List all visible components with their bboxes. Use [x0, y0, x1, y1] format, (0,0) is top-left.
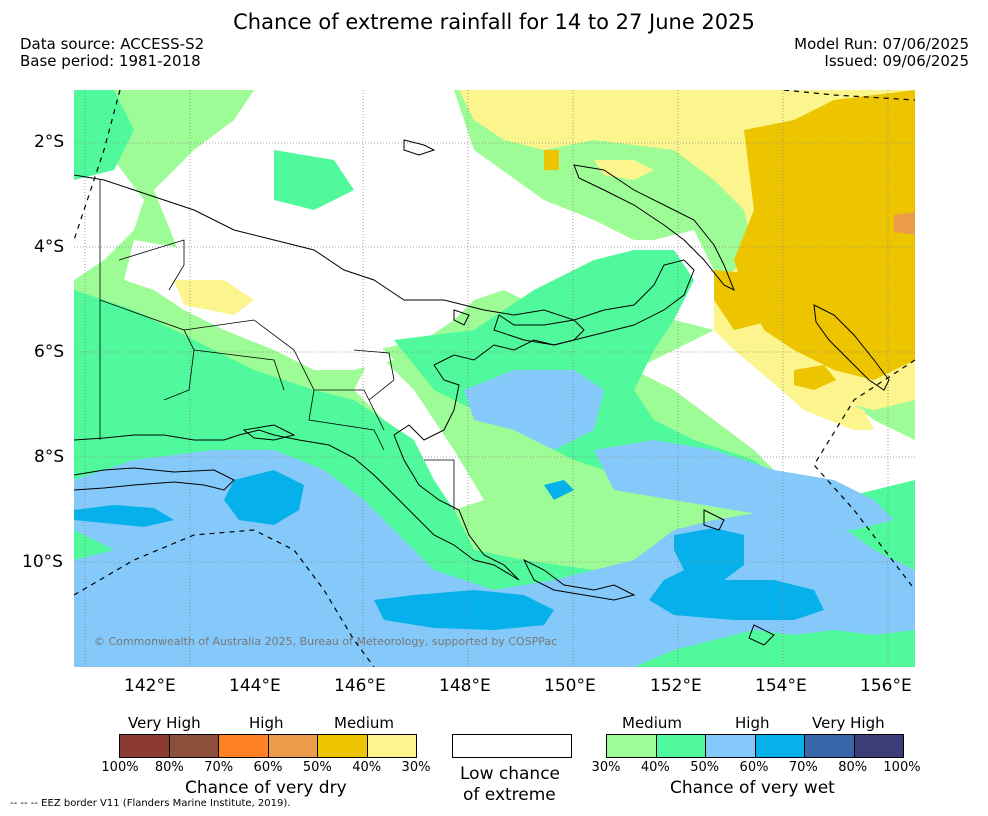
wet-colorbar	[606, 734, 904, 758]
dry-tick-0: 100%	[101, 760, 139, 775]
low-chance-swatch	[452, 734, 572, 758]
x-tick-154: 154°E	[755, 676, 807, 696]
dry-legend-title: Chance of very dry	[185, 778, 347, 798]
wet-swatch-3	[754, 735, 804, 757]
dry-high-spot	[894, 212, 915, 235]
x-tick-142: 142°E	[124, 676, 176, 696]
x-tick-146: 146°E	[334, 676, 386, 696]
dry-core-area	[544, 90, 915, 390]
coastlines	[74, 139, 890, 646]
dry-colorbar	[119, 734, 417, 758]
wet-legend-very-high: Very High	[812, 714, 885, 732]
dry-tick-2: 70%	[204, 760, 234, 775]
dry-swatch-2	[218, 735, 268, 757]
base-period: Base period: 1981-2018	[20, 52, 201, 70]
wet-60-70-areas	[74, 470, 824, 630]
province-borders	[99, 180, 455, 510]
rainfall-map: © Commonwealth of Australia 2025, Bureau…	[74, 90, 915, 667]
dry-ticks: 100% 80% 70% 60% 50% 40% 30%	[100, 760, 436, 776]
dry-swatch-4	[317, 735, 367, 757]
low-chance-label-line2: of extreme	[463, 785, 556, 805]
eez-note: -- -- -- EEZ border V11 (Flanders Marine…	[10, 798, 291, 809]
dry-tick-4: 50%	[302, 760, 332, 775]
dry-swatch-3	[267, 735, 317, 757]
x-tick-156: 156°E	[860, 676, 912, 696]
dry-tick-3: 60%	[253, 760, 283, 775]
x-tick-150: 150°E	[544, 676, 596, 696]
data-source: Data source: ACCESS-S2	[20, 35, 205, 53]
y-tick-8s: 8°S	[34, 447, 65, 467]
model-run: Model Run: 07/06/2025	[794, 35, 969, 53]
wet-legend-medium: Medium	[622, 714, 682, 732]
wet-swatch-2	[705, 735, 755, 757]
x-tick-152: 152°E	[650, 676, 702, 696]
dry-legend-very-high: Very High	[128, 714, 201, 732]
wet-tick-0: 30%	[591, 760, 621, 775]
y-tick-4s: 4°S	[34, 237, 65, 257]
dry-swatch-1	[168, 735, 218, 757]
y-tick-6s: 6°S	[34, 342, 65, 362]
gridlines	[74, 90, 915, 667]
issued-date: Issued: 09/06/2025	[824, 52, 969, 70]
dry-swatch-0	[120, 735, 169, 757]
wet-legend-high: High	[735, 714, 770, 732]
y-tick-2s: 2°S	[34, 132, 65, 152]
wet-tick-2: 50%	[690, 760, 720, 775]
wet-swatch-0	[607, 735, 656, 757]
wet-legend-title: Chance of very wet	[670, 778, 835, 798]
wet-swatch-4	[804, 735, 854, 757]
wet-swatch-1	[655, 735, 705, 757]
x-tick-148: 148°E	[439, 676, 491, 696]
dry-swatch-5	[366, 735, 416, 757]
wet-tick-4: 70%	[788, 760, 818, 775]
wet-tick-1: 40%	[640, 760, 670, 775]
copyright-text: © Commonwealth of Australia 2025, Bureau…	[94, 635, 557, 648]
dry-tick-5: 40%	[352, 760, 382, 775]
dry-tick-6: 30%	[401, 760, 431, 775]
wet-tick-3: 60%	[739, 760, 769, 775]
page-title: Chance of extreme rainfall for 14 to 27 …	[233, 10, 755, 34]
x-tick-144: 144°E	[229, 676, 281, 696]
dry-tick-1: 80%	[154, 760, 184, 775]
eez-borders	[74, 90, 915, 667]
low-chance-label-line1: Low chance	[460, 764, 560, 784]
wet-ticks: 30% 40% 50% 60% 70% 80% 100%	[586, 760, 922, 776]
wet-tick-6: 100%	[883, 760, 921, 775]
dry-legend-high: High	[249, 714, 284, 732]
dry-legend-medium: Medium	[334, 714, 394, 732]
wet-swatch-5	[853, 735, 903, 757]
y-tick-10s: 10°S	[22, 552, 63, 572]
wet-tick-5: 80%	[838, 760, 868, 775]
